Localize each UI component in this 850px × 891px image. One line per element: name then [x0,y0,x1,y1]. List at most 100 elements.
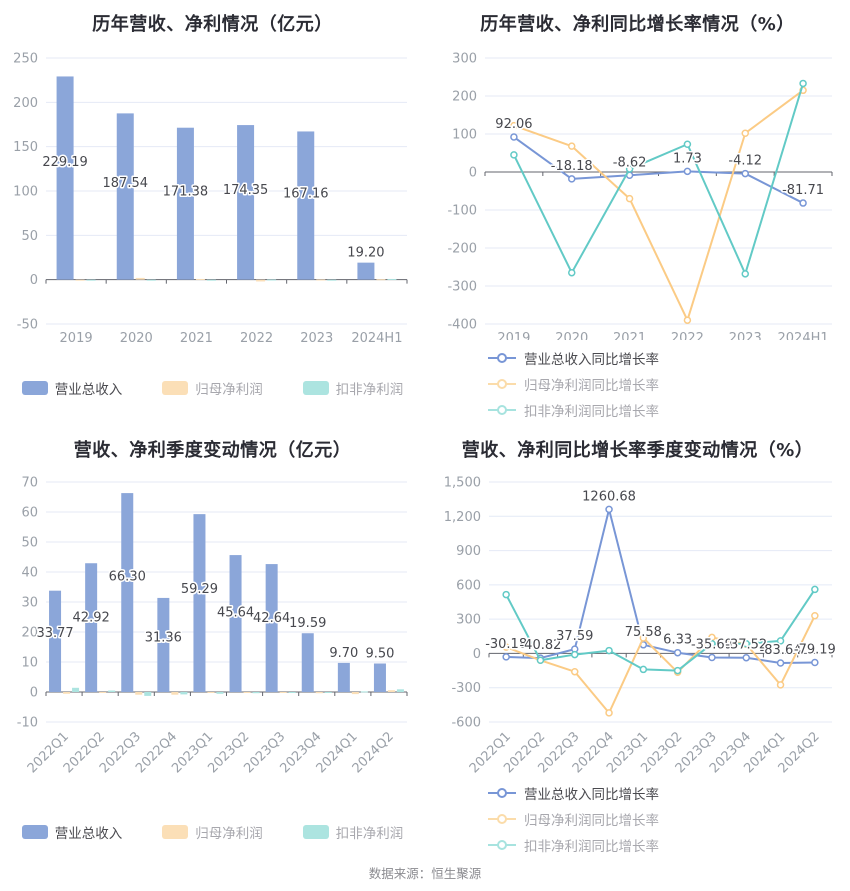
bar-扣非净利润[interactable] [387,278,397,280]
bar-归母净利润[interactable] [256,279,266,282]
marker-营业总收入同比增长率[interactable] [742,653,750,662]
bar-归母净利润[interactable] [63,692,71,694]
marker-营业总收入同比增长率[interactable] [811,658,819,667]
marker-归母净利润同比增长率[interactable] [625,194,634,203]
annual-growth-rate-plot[interactable]: 300 200 100 0 -100 -200 -300 -400 2019 2020 2021 20… [425,36,850,340]
marker-归母净利润同比增长率[interactable] [605,709,613,717]
marker-扣非净利润同比增长率[interactable] [742,639,750,648]
marker-营业总收入同比增长率[interactable] [683,167,692,176]
annual-revenue-profit-plot[interactable]: 250 200 150 100 50 0 -50 2019 2020 2021 2022 2023 20… [0,36,425,370]
bar-营业总收入[interactable] [121,493,134,692]
bar-营业总收入[interactable] [265,564,278,692]
bar-营业总收入[interactable] [157,597,170,692]
bar-营业总收入[interactable] [237,125,255,280]
bar-归母净利润[interactable] [387,690,395,692]
legend-item-营业总收入[interactable]: 营业总收入 [21,378,122,398]
marker-扣非净利润同比增长率[interactable] [776,637,785,645]
marker-归母净利润同比增长率[interactable] [776,681,785,689]
bar-扣非净利润[interactable] [396,689,404,692]
marker-扣非净利润同比增长率[interactable] [605,646,613,655]
bar-归母净利润[interactable] [376,279,386,281]
bar-扣非净利润[interactable] [252,692,260,694]
marker-扣非净利润同比增长率[interactable] [502,590,510,599]
bar-归母净利润[interactable] [171,692,179,695]
bar-归母净利润[interactable] [243,692,251,693]
legend-item-归母净利润[interactable]: 归母净利润 [162,822,263,842]
marker-营业总收入同比增长率[interactable] [510,133,518,141]
bar-归母净利润[interactable] [279,692,287,693]
bar-归母净利润[interactable] [351,692,359,695]
marker-归母净利润同比增长率[interactable] [811,611,819,620]
marker-归母净利润同比增长率[interactable] [639,634,648,642]
bar-归母净利润[interactable] [195,278,205,280]
marker-扣非净利润同比增长率[interactable] [571,650,579,659]
legend-item-扣非净利润[interactable]: 扣非净利润 [302,378,403,398]
marker-营业总收入同比增长率[interactable] [776,659,785,667]
marker-扣非净利润同比增长率[interactable] [708,639,716,648]
bar-扣非净利润[interactable] [206,279,216,281]
marker-扣非净利润同比增长率[interactable] [510,151,518,159]
quarterly-growth-rate-plot[interactable]: 1,5001,2009006003000-300-6002022Q12022Q2… [425,462,850,776]
bar-扣非净利润[interactable] [180,692,188,695]
marker-扣非净利润同比增长率[interactable] [625,165,634,173]
legend-item-归母净利润[interactable]: 归母净利润 [162,378,263,398]
bar-扣非净利润[interactable] [267,279,277,281]
bar-营业总收入[interactable] [116,113,134,280]
bar-扣非净利润[interactable] [327,279,337,281]
marker-营业总收入同比增长率[interactable] [502,653,510,661]
marker-归母净利润同比增长率[interactable] [571,667,579,676]
marker-扣非净利润同比增长率[interactable] [741,270,749,278]
bar-营业总收入[interactable] [229,555,242,692]
marker-扣非净利润同比增长率[interactable] [811,585,819,594]
bar-归母净利润[interactable] [316,279,326,281]
bar-扣非净利润[interactable] [324,692,332,693]
marker-扣非净利润同比增长率[interactable] [568,268,576,277]
marker-扣非净利润同比增长率[interactable] [536,656,545,665]
bar-扣非净利润[interactable] [216,692,224,694]
bar-扣非净利润[interactable] [144,692,152,696]
legend-item-营业总收入[interactable]: 营业总收入 [21,822,122,842]
legend-item-归母净利润同比增长率[interactable]: 归母净利润同比增长率 [487,809,659,829]
legend-item-归母净利润同比增长率[interactable]: 归母净利润同比增长率 [487,374,659,394]
bar-营业总收入[interactable] [49,590,62,692]
legend-item-扣非净利润同比增长率[interactable]: 扣非净利润同比增长率 [487,400,659,420]
marker-归母净利润同比增长率[interactable] [568,142,576,150]
quarterly-revenue-profit-plot[interactable]: 706050403020100-102022Q12022Q22022Q32022… [0,462,425,814]
bar-归母净利润[interactable] [135,692,143,695]
legend-item-营业总收入同比增长率[interactable]: 营业总收入同比增长率 [487,783,659,803]
marker-扣非净利润同比增长率[interactable] [799,79,807,88]
marker-归母净利润同比增长率[interactable] [502,643,510,651]
bar-扣非净利润[interactable] [288,692,296,693]
bar-营业总收入[interactable] [373,663,386,693]
marker-归母净利润同比增长率[interactable] [741,129,749,137]
bar-营业总收入[interactable] [357,262,375,280]
marker-扣非净利润同比增长率[interactable] [683,140,692,149]
marker-营业总收入同比增长率[interactable] [799,199,807,207]
bar-归母净利润[interactable] [99,692,107,693]
bar-营业总收入[interactable] [297,131,315,280]
marker-营业总收入同比增长率[interactable] [708,653,716,662]
bar-扣非净利润[interactable] [108,690,116,693]
bar-营业总收入[interactable] [337,662,350,692]
bar-扣非净利润[interactable] [86,279,96,281]
bar-归母净利润[interactable] [315,692,323,694]
bar-扣非净利润[interactable] [72,687,80,692]
marker-营业总收入同比增长率[interactable] [673,648,682,657]
bar-归母净利润[interactable] [75,279,85,281]
marker-扣非净利润同比增长率[interactable] [673,666,682,675]
bar-扣非净利润[interactable] [360,691,368,693]
bar-营业总收入[interactable] [193,514,206,692]
legend-item-扣非净利润同比增长率[interactable]: 扣非净利润同比增长率 [487,835,659,855]
marker-归母净利润同比增长率[interactable] [510,121,518,130]
bar-归母净利润[interactable] [207,692,215,693]
marker-营业总收入同比增长率[interactable] [568,175,576,183]
marker-营业总收入同比增长率[interactable] [605,505,613,514]
bar-归母净利润[interactable] [135,277,145,280]
bar-营业总收入[interactable] [301,633,314,692]
legend-item-营业总收入同比增长率[interactable]: 营业总收入同比增长率 [487,348,659,368]
bar-扣非净利润[interactable] [146,279,156,281]
marker-扣非净利润同比增长率[interactable] [639,665,648,674]
bar-营业总收入[interactable] [176,127,194,280]
legend-item-扣非净利润[interactable]: 扣非净利润 [302,822,403,842]
marker-归母净利润同比增长率[interactable] [683,316,692,324]
